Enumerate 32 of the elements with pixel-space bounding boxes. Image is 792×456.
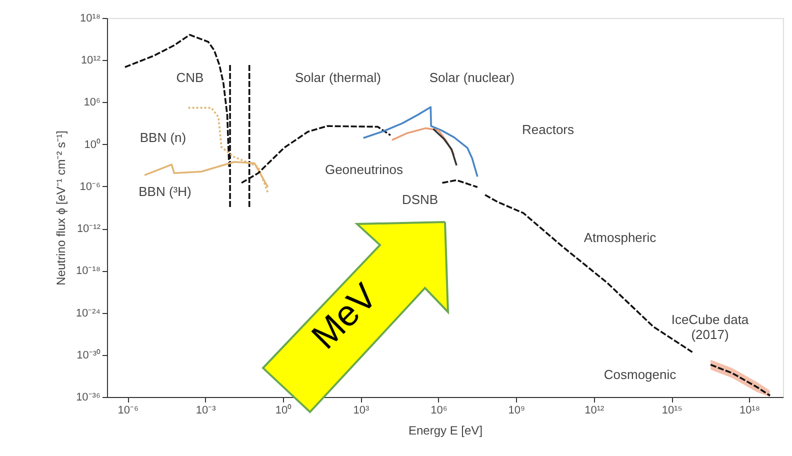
y-tick-label: 10⁻¹⁸: [76, 265, 100, 278]
y-tick-label: 10¹⁸: [80, 12, 100, 24]
annotation: DSNB: [402, 192, 438, 207]
x-tick-label: 10¹⁵: [662, 404, 682, 416]
y-tick-label: 10⁰: [84, 138, 100, 151]
x-tick-label: 10⁹: [508, 404, 526, 416]
annotation: IceCube data (2017): [671, 312, 750, 342]
y-tick-label: 10¹²: [80, 54, 101, 67]
y-tick-label: 10⁻²⁴: [76, 307, 101, 320]
y-tick-label: 10⁻³⁰: [76, 348, 100, 362]
annotation: Atmospheric: [584, 230, 657, 245]
x-tick-label: 10³: [353, 404, 370, 416]
x-tick-label: 10⁰: [275, 404, 292, 416]
annotation: Solar (nuclear): [429, 70, 515, 85]
annotation: Reactors: [522, 122, 575, 137]
x-axis-title: Energy E [eV]: [408, 424, 483, 438]
annotation: BBN (n): [140, 130, 186, 145]
y-axis-title: Neutrino flux ϕ [eV⁻¹ cm⁻² s⁻¹]: [54, 130, 68, 286]
annotation: Geoneutrinos: [324, 162, 404, 177]
x-tick-label: 10¹⁸: [740, 404, 760, 416]
annotation: Solar (thermal): [295, 70, 381, 85]
annotation: BBN (³H): [138, 184, 192, 199]
y-tick-label: 10⁻⁶: [80, 180, 100, 193]
y-tick-label: 10⁻¹²: [76, 223, 101, 236]
y-tick-label: 10⁶: [84, 96, 100, 109]
x-tick-label: 10⁻³: [196, 404, 216, 416]
annotation: CNB: [176, 70, 204, 85]
x-tick-label: 10⁶: [430, 404, 448, 416]
x-tick-label: 10¹²: [584, 404, 604, 416]
x-tick-label: 10⁻⁶: [118, 404, 138, 416]
annotation: Cosmogenic: [604, 367, 677, 382]
y-tick-label: 10⁻³⁶: [76, 392, 100, 404]
